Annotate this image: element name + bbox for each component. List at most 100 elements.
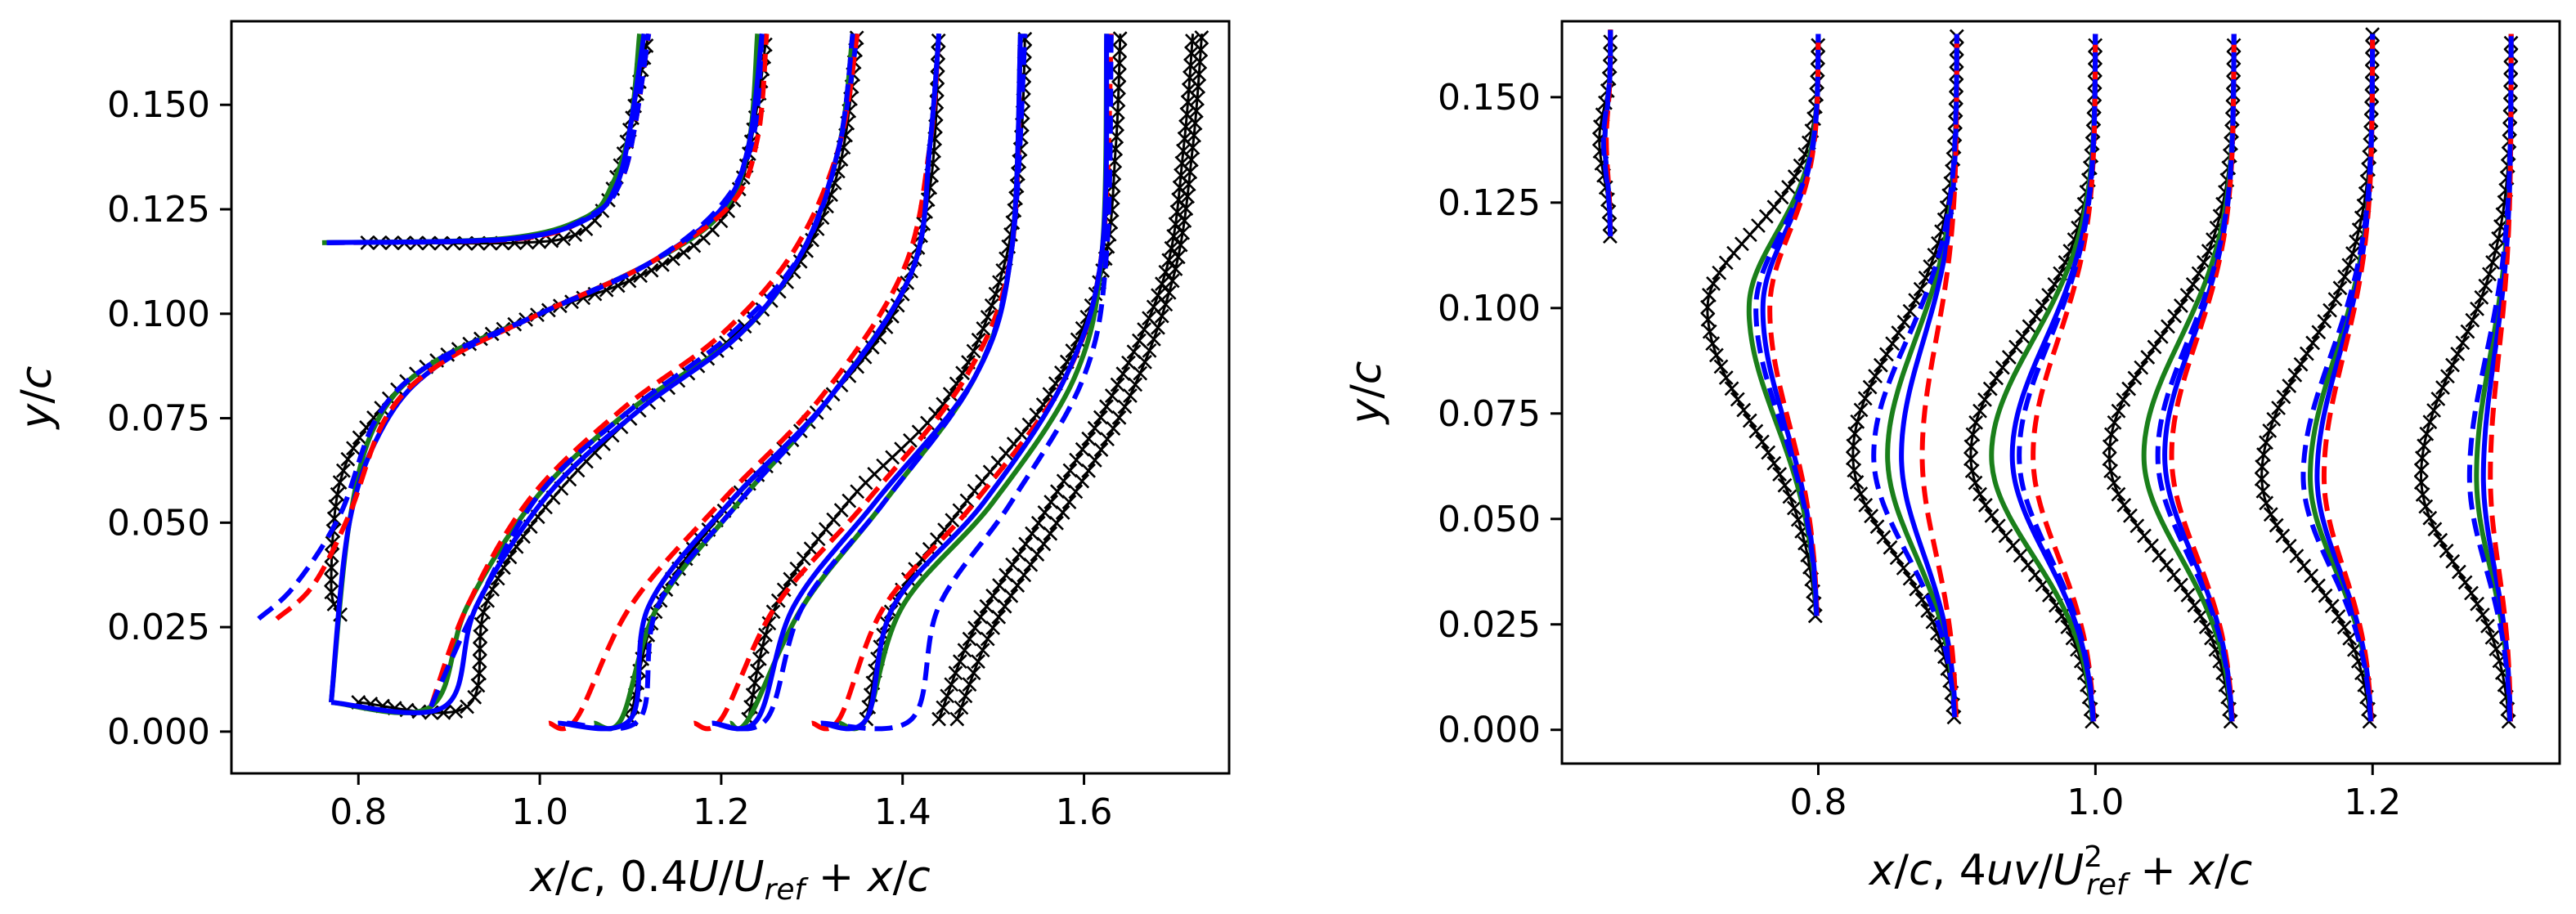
right-station-3-ref-marker	[1883, 540, 1898, 555]
left-station-7-reference-marker	[940, 688, 955, 704]
right-station-5-ref-marker	[2102, 451, 2117, 467]
left-y-axis-title: y/c	[12, 366, 61, 431]
left-station-7-reference-marker	[957, 643, 972, 658]
left-station-7-reference-marker	[1138, 354, 1152, 370]
right-station-4-ref-marker	[1995, 360, 2010, 375]
right-station-7-ref-marker	[2439, 543, 2454, 558]
left-station-7-reference-marker	[1068, 484, 1084, 500]
right-station-2-ref-marker	[1700, 299, 1715, 315]
right-station-4-ref-marker	[2015, 329, 2031, 344]
left-station-7-reference-marker	[1012, 547, 1027, 562]
left-station-5-reference-marker	[758, 627, 773, 643]
right-station-5-ref-marker	[2121, 381, 2137, 397]
left-station-7-reference-marker	[1117, 399, 1133, 414]
left-station-7-reference-marker	[985, 588, 1001, 603]
right-station-2-ref-marker	[1713, 359, 1729, 374]
right-station-6-ref-marker	[2293, 356, 2309, 372]
right-station-5-ref-marker	[2123, 508, 2138, 523]
left-y-tick-label: 0.000	[107, 711, 210, 753]
right-station-3-ref-marker	[1864, 509, 1879, 524]
right-station-6-ref-marker	[2262, 423, 2278, 438]
left-station-7-reference-marker	[1146, 331, 1161, 347]
left-station-7-reference-marker	[1104, 388, 1120, 403]
left-velocity-profile-chart: 0.8 1.0 1.2 1.4 1.6 0.000 0.025 0.050 0.075 0.10…	[12, 20, 1231, 907]
left-station-7-reference-marker	[1164, 240, 1179, 256]
left-station-3-reference-marker	[476, 604, 491, 620]
left-station-7-reference-marker	[1081, 463, 1096, 478]
left-station-7-reference-marker	[1193, 42, 1209, 57]
left-station-3-model-blue-solid-line	[330, 33, 860, 715]
left-station-7-reference-marker	[1025, 526, 1039, 541]
right-station-7-ref-marker	[2470, 301, 2484, 316]
left-station-2-reference-marker	[332, 475, 348, 490]
right-station-5-ref-marker	[2166, 567, 2182, 583]
right-station-4-ref-marker	[2001, 350, 2017, 365]
left-y-tick-label: 0.075	[107, 398, 210, 440]
right-station-6-ref-marker	[2259, 495, 2274, 511]
right-y-tick-label: 0.075	[1438, 393, 1541, 435]
right-station-6-ref-marker	[2282, 379, 2297, 393]
left-station-5-reference-marker	[826, 512, 841, 527]
left-station-7-reference-marker	[1115, 366, 1131, 382]
left-station-7-reference-marker	[1030, 547, 1045, 562]
left-station-7-reference-marker	[1043, 495, 1059, 509]
right-station-7-bluedash-line	[2466, 34, 2514, 722]
left-station-7-reference-marker	[1192, 54, 1208, 69]
left-station-7-reference-marker	[1178, 201, 1194, 216]
left-station-7-reference-marker	[1036, 536, 1052, 552]
right-station-4-ref-marker	[1968, 414, 1984, 430]
left-station-7-reference-marker	[1154, 308, 1169, 324]
right-y-tick-label: 0.025	[1438, 604, 1541, 646]
right-station-7-ref-marker	[2457, 575, 2473, 590]
right-station-7-ref-marker	[2418, 499, 2434, 514]
right-station-7-ref-marker	[2470, 596, 2485, 612]
right-station-6-ref-marker	[2322, 302, 2337, 318]
left-station-7-reference-marker	[1158, 297, 1174, 312]
left-station-7-reference-marker	[1043, 526, 1058, 541]
left-station-7-reference-marker	[1168, 217, 1183, 232]
left-station-7-reference-marker	[944, 677, 959, 692]
left-station-7-reference-marker	[1099, 399, 1114, 414]
left-station-6-model-red-dashed-line	[811, 34, 1114, 732]
right-station-3-ref-marker	[1876, 530, 1892, 544]
right-station-2-ref-marker	[1724, 381, 1739, 397]
right-station-7-ref-marker	[2419, 426, 2435, 441]
right-station-2-ref-marker	[1748, 423, 1764, 439]
right-station-5-ref-marker	[2107, 414, 2122, 430]
right-station-7-ref-marker	[2464, 585, 2479, 601]
right-station-4-ref-marker	[2013, 548, 2028, 563]
left-station-3-reference-marker	[473, 629, 488, 644]
left-station-3-reference-marker	[470, 678, 486, 693]
left-axes-frame	[230, 20, 1231, 775]
left-station-7-reference-marker	[1173, 237, 1188, 253]
right-x-tick-label: 1.2	[2344, 782, 2401, 823]
left-station-6-model-blue-dashed-line	[820, 34, 1114, 732]
right-station-6-ref-marker	[2299, 346, 2314, 361]
right-station-6-ref-marker	[2317, 314, 2332, 329]
left-station-7-reference-marker	[1187, 128, 1202, 143]
left-station-3-model-red-dashed-line	[429, 33, 860, 708]
right-station-7-ref-marker	[2475, 607, 2490, 623]
right-station-3-ref-marker	[1885, 336, 1901, 352]
right-station-2-ref-marker	[1730, 392, 1745, 407]
left-station-7-reference-marker	[1183, 164, 1198, 180]
left-station-7-reference-marker	[999, 567, 1013, 583]
right-station-5-ref-marker	[2197, 254, 2211, 270]
right-station-6-ref-marker	[2256, 447, 2271, 462]
right-x-axis: 0.8 1.0 1.2	[1789, 764, 2401, 823]
right-station-4-ref-marker	[1998, 528, 2013, 544]
left-station-7-reference-marker	[1030, 515, 1046, 531]
right-station-6-bluedash-line	[2300, 34, 2376, 722]
right-station-6-red-line	[2321, 34, 2376, 722]
right-station-4-ref-marker	[1972, 403, 1987, 419]
right-station-4-ref-marker	[1977, 497, 1993, 513]
right-station-5-ref-marker	[2140, 350, 2156, 365]
left-y-tick-label: 0.050	[107, 502, 210, 544]
left-station-7-reference-marker	[1151, 320, 1165, 335]
right-station-7-ref-marker	[2450, 346, 2466, 361]
left-station-7-reference-marker	[1142, 343, 1157, 358]
left-station-7-reference-marker	[952, 654, 967, 670]
right-station-7-ref-marker	[2485, 255, 2500, 270]
right-station-2-ref-marker	[1761, 445, 1776, 460]
